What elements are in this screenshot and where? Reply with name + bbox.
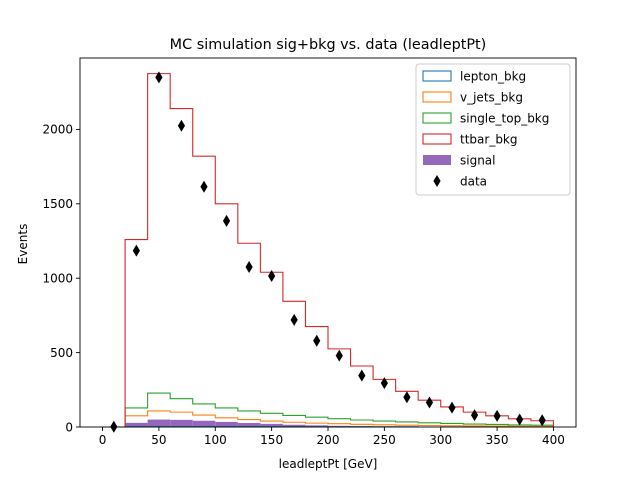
signal-legend-label: signal [460,154,496,168]
y-tick-label: 0 [65,420,73,434]
x-tick-label: 200 [317,433,340,447]
data-point [516,413,524,426]
y-tick-label: 500 [50,346,73,360]
legend: lepton_bkg v_jets_bkg single_top_bkg ttbar_… [415,63,571,196]
signal-bar [147,419,171,427]
signal-legend-swatch [423,155,451,165]
v-jets-bkg-legend-swatch [422,91,452,103]
legend-box [415,63,571,196]
y-axis-label: Events [16,224,30,265]
v-jets-bkg-legend-label: v_jets_bkg [460,91,523,105]
data-legend-marker [433,175,441,187]
single-top-bkg-step-line [102,392,555,428]
data-point [358,369,366,382]
x-axis-label: leadleptPt [GeV] [279,457,378,471]
data-point [268,269,276,282]
ttbar-bkg-legend-swatch [422,133,452,145]
data-point [132,244,140,257]
signal-bar [260,423,283,427]
data-point [222,214,231,227]
data-point [493,409,501,422]
x-axis: 0 50 100 150 200 250 300 350 400 [99,427,565,447]
signal-bar [192,420,216,427]
y-tick-label: 1000 [42,272,73,286]
lepton-bkg-legend-label: lepton_bkg [460,70,526,84]
data-point [155,71,163,84]
signal-bar [237,422,261,427]
data-point [470,409,479,422]
x-tick-label: 250 [373,433,396,447]
data-point [538,414,546,427]
data-legend-label: data [460,175,487,189]
x-tick-label: 100 [204,433,227,447]
chart-title: MC simulation sig+bkg vs. data (leadlept… [170,37,487,53]
data-point [245,261,253,274]
x-tick-label: 350 [486,433,509,447]
data-point [380,377,388,390]
data-point [313,334,321,347]
data-point [290,313,298,326]
x-tick-label: 400 [542,433,565,447]
signal-bar [215,421,238,427]
ttbar-bkg-step-line [102,73,555,428]
data-point [448,401,456,414]
single-top-bkg-legend-swatch [422,112,452,124]
y-axis: 0 500 1000 1500 2000 [42,123,80,434]
lepton-bkg-legend-swatch [422,70,452,82]
signal-bar [282,424,306,427]
v-jets-bkg-step-line [102,410,555,428]
single-top-bkg-legend-label: single_top_bkg [460,112,549,126]
signal-bar [170,419,193,427]
plot-area [79,57,577,433]
x-tick-label: 150 [260,433,283,447]
signal-bar [125,422,148,427]
data-point [177,119,186,132]
y-tick-label: 1500 [42,197,73,211]
ttbar-bkg-legend-label: ttbar_bkg [460,133,518,147]
x-tick-label: 300 [429,433,452,447]
data-point [425,396,434,409]
y-tick-label: 2000 [42,123,73,137]
data-point [335,349,343,362]
signal-bar [305,425,328,427]
data-point [200,180,208,193]
data-point [403,391,411,404]
x-tick-label: 0 [99,433,107,447]
x-tick-label: 50 [151,433,166,447]
